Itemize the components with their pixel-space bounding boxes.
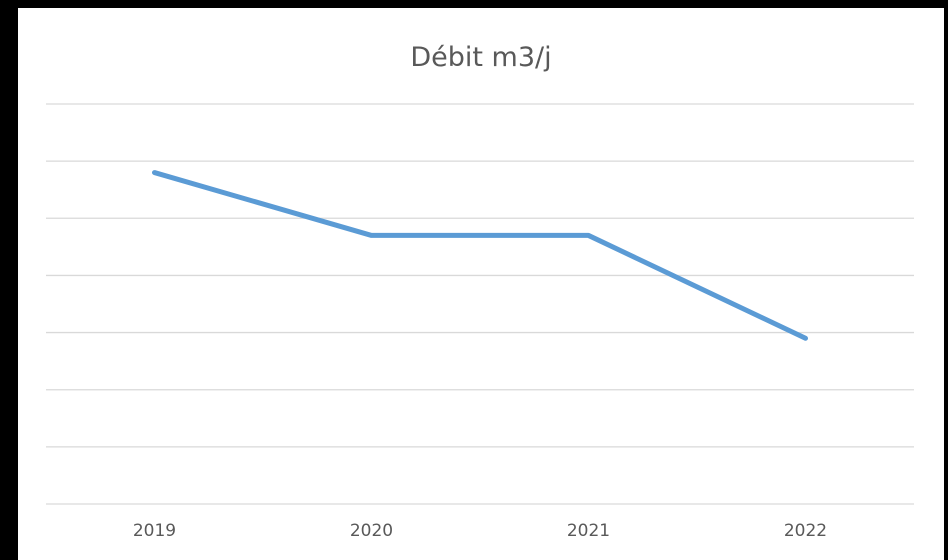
- x-tick-label: 2020: [350, 521, 393, 541]
- x-tick-label: 2022: [784, 521, 827, 541]
- data-point: [152, 170, 157, 175]
- chart-frame: Débit m3/j 2019 2020 2021 2022: [18, 8, 944, 560]
- line-chart: 2019 2020 2021 2022: [46, 103, 914, 541]
- x-tick-label: 2021: [567, 521, 610, 541]
- data-point: [369, 233, 374, 238]
- series-line: [152, 170, 808, 341]
- chart-title: Débit m3/j: [410, 42, 552, 73]
- data-point: [586, 233, 591, 238]
- x-tick-label: 2019: [133, 521, 176, 541]
- data-point: [803, 336, 808, 341]
